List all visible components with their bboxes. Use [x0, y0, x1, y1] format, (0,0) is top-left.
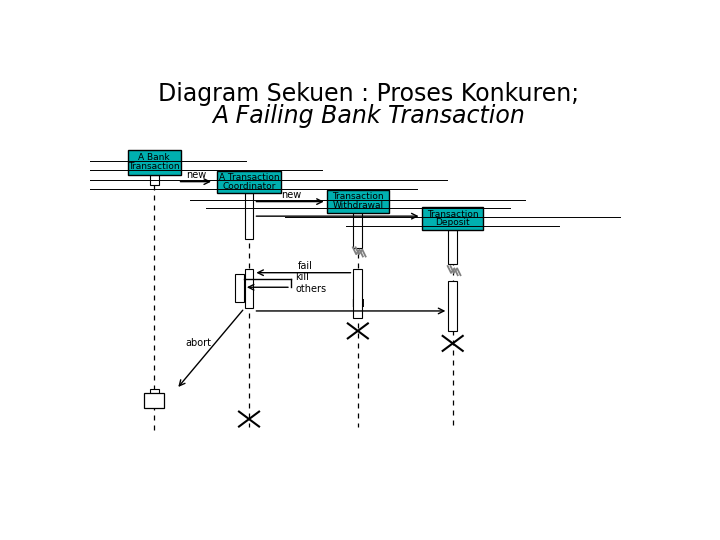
Bar — [217, 171, 281, 193]
Text: Diagram Sekuen : Proses Konkuren;: Diagram Sekuen : Proses Konkuren; — [158, 82, 580, 106]
Text: kill
others: kill others — [295, 272, 326, 294]
Text: Deposit: Deposit — [436, 218, 470, 227]
Bar — [354, 213, 362, 248]
Text: new: new — [336, 204, 357, 214]
Text: A Transaction: A Transaction — [219, 173, 279, 182]
Bar — [127, 151, 181, 174]
Bar — [245, 193, 253, 239]
Text: kill: kill — [351, 299, 365, 309]
Text: new: new — [186, 170, 206, 180]
Bar — [144, 393, 164, 408]
Text: A Failing Bank Transaction: A Failing Bank Transaction — [212, 104, 526, 127]
Bar — [422, 207, 483, 230]
Bar — [235, 274, 244, 302]
Text: new: new — [281, 190, 301, 199]
Bar — [449, 281, 457, 331]
Text: Coordinator: Coordinator — [222, 181, 276, 191]
Text: Withdrawal: Withdrawal — [332, 201, 384, 210]
Bar — [150, 389, 158, 404]
Text: Transaction: Transaction — [128, 163, 180, 171]
Text: Transaction: Transaction — [427, 210, 479, 219]
Bar — [327, 190, 389, 213]
Text: abort: abort — [186, 338, 212, 348]
Bar — [150, 174, 158, 185]
Bar — [245, 268, 253, 308]
Bar — [449, 230, 457, 265]
Text: A Bank: A Bank — [138, 153, 170, 162]
Text: fail: fail — [297, 261, 312, 271]
Bar — [354, 268, 362, 319]
Text: Transaction: Transaction — [332, 192, 384, 201]
